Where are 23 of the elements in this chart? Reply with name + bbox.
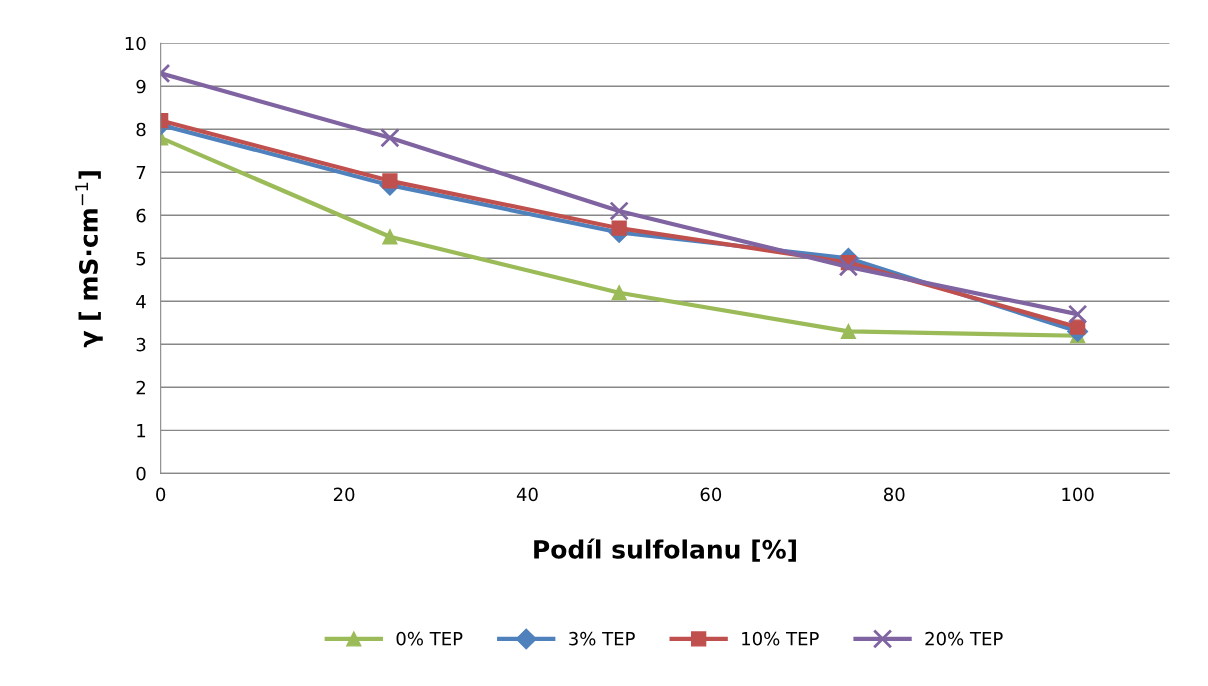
y-tick-label: 6 [136,208,146,223]
legend-label: 10% TEP [742,631,819,646]
x-axis-title: Podíl sulfolanu [%] [534,538,796,562]
y-tick-label: 8 [136,122,146,137]
y-tick-label: 1 [137,424,146,438]
y-tick-label: 9 [136,79,146,94]
y-tick-label: 7 [136,165,146,180]
x-tick-label: 0 [156,487,166,502]
y-tick-label: 10 [125,36,146,51]
y-tick-label: 5 [136,251,146,266]
y-tick-label: 3 [136,337,146,352]
x-tick-label: 80 [883,487,905,502]
y-tick-label: 2 [136,380,145,395]
y-tick-label: 0 [136,466,146,481]
y-axis-title: γ [ mS·cm$^{−1}$] [75,171,103,348]
legend-label: 3% TEP [569,631,635,646]
x-tick-label: 60 [700,487,722,502]
x-tick-label: 40 [516,487,538,502]
x-tick-label: 20 [333,487,355,502]
y-tick-label: 4 [136,294,146,309]
x-tick-label: 100 [1062,487,1094,502]
legend-label: 20% TEP [925,631,1003,646]
legend-label: 0% TEP [396,631,463,646]
